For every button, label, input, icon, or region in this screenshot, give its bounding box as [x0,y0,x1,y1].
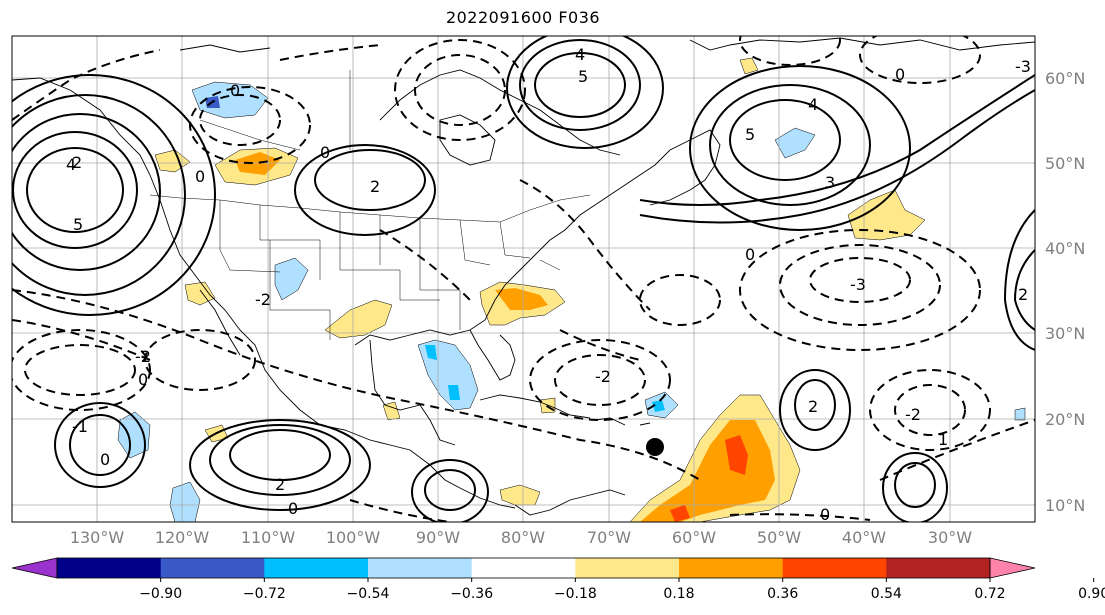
contour-label: 2 [1018,285,1028,304]
contour-label: 4 [575,45,585,64]
lon-label: 100°W [326,528,381,547]
coastlines [12,37,1035,516]
contours-positive [12,36,1035,522]
contour-label: 4 [66,155,76,174]
contour-label: 0 [138,370,148,389]
contour-label: 0 [320,143,330,162]
shaded-anomalies [117,57,1026,522]
lon-label: 70°W [587,528,631,547]
lon-label: 90°W [416,528,460,547]
map-title: 2022091600 F036 [445,8,601,27]
contour-label: 2 [275,475,285,494]
lat-label: 30°N [1045,324,1085,343]
contour-label: 5 [745,125,755,144]
contour-label: 0 [820,505,830,524]
latitude-labels: 60°N 50°N 40°N 30°N 20°N 10°N [1045,69,1085,515]
contour-label: -2 [255,290,271,309]
lon-label: 30°W [928,528,972,547]
contour-label: -2 [595,367,611,386]
lat-label: 10°N [1045,496,1085,515]
contour-label: -2 [905,405,921,424]
lon-label: 40°W [842,528,886,547]
lon-label: 50°W [757,528,801,547]
contour-label: 0 [288,499,298,518]
political-borders [149,70,591,340]
contour-label: 3 [825,173,835,192]
contour-label: 0 [745,245,755,264]
contour-label: 0 [895,65,905,84]
contour-label: -3 [850,275,866,294]
contour-label: 2 [72,153,82,172]
contour-label: 4 [808,95,818,114]
lon-label: 80°W [501,528,545,547]
graticule [12,36,1035,522]
lat-label: 20°N [1045,410,1085,429]
lon-label: 60°W [672,528,716,547]
lat-label: 40°N [1045,239,1085,258]
contour-label-group: 2 4 5 4 5 4 5 3 0 -3 -3 0 0 0 0 2 2 0 -1… [66,45,1031,524]
longitude-labels: 130°W 120°W 110°W 100°W 90°W 80°W 70°W 6… [70,528,972,547]
contours-negative [12,36,1035,522]
contour-label: 0 [230,81,240,100]
lat-label: 50°N [1045,154,1085,173]
map-frame [11,35,1036,523]
lat-label: 60°N [1045,69,1085,88]
storm-center-marker [646,438,664,456]
contour-label: 5 [578,67,588,86]
lon-label: 130°W [70,528,125,547]
contour-label: -1 [72,417,88,436]
lon-label: 120°W [155,528,210,547]
contour-label: 0 [195,167,205,186]
contour-label: 0 [100,450,110,469]
contour-label: -3 [1015,57,1031,76]
contour-label: -2 [135,347,151,366]
contour-label: 2 [808,397,818,416]
contour-label: 5 [73,215,83,234]
lon-label: 110°W [241,528,296,547]
contour-label: 1 [938,430,948,449]
map-background [12,36,1035,522]
contour-label: 2 [370,177,380,196]
